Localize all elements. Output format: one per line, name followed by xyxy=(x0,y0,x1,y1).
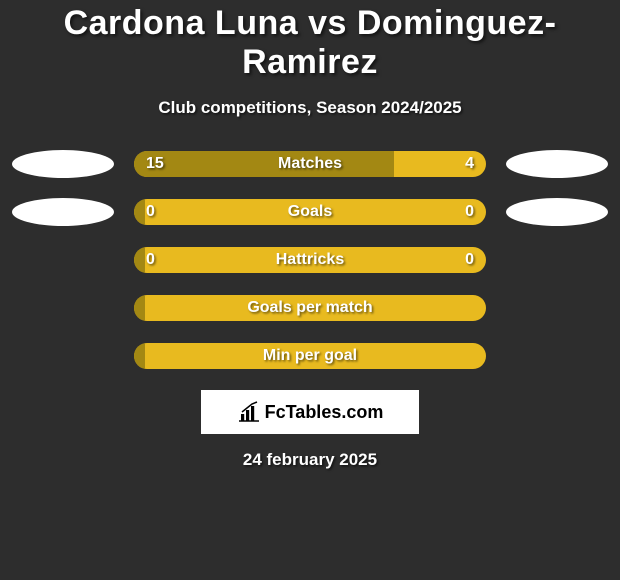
stat-bar: 00Goals xyxy=(134,199,486,225)
stat-label: Min per goal xyxy=(134,347,486,365)
source-logo: FcTables.com xyxy=(201,390,419,434)
stat-row: Goals per match xyxy=(0,294,620,322)
logo-text: FcTables.com xyxy=(265,402,384,423)
player-right-badge xyxy=(506,150,608,178)
stat-label: Goals xyxy=(134,203,486,221)
date: 24 february 2025 xyxy=(0,450,620,470)
stat-row: 00Goals xyxy=(0,198,620,226)
comparison-card: Cardona Luna vs Dominguez-Ramirez Club c… xyxy=(0,0,620,470)
stat-label: Goals per match xyxy=(134,299,486,317)
subtitle: Club competitions, Season 2024/2025 xyxy=(0,98,620,118)
stat-bar: 154Matches xyxy=(134,151,486,177)
stat-row: 154Matches xyxy=(0,150,620,178)
stat-bar: Min per goal xyxy=(134,343,486,369)
stat-label: Matches xyxy=(134,155,486,173)
stat-label: Hattricks xyxy=(134,251,486,269)
bar-chart-icon xyxy=(237,401,261,423)
stat-bar: Goals per match xyxy=(134,295,486,321)
stat-rows: 154Matches 00Goals 00Hattricks Goals per ma… xyxy=(0,150,620,370)
stat-bar: 00Hattricks xyxy=(134,247,486,273)
stat-row: Min per goal xyxy=(0,342,620,370)
page-title: Cardona Luna vs Dominguez-Ramirez xyxy=(0,4,620,82)
player-left-badge xyxy=(12,198,114,226)
player-right-badge xyxy=(506,198,608,226)
player-left-badge xyxy=(12,150,114,178)
stat-row: 00Hattricks xyxy=(0,246,620,274)
